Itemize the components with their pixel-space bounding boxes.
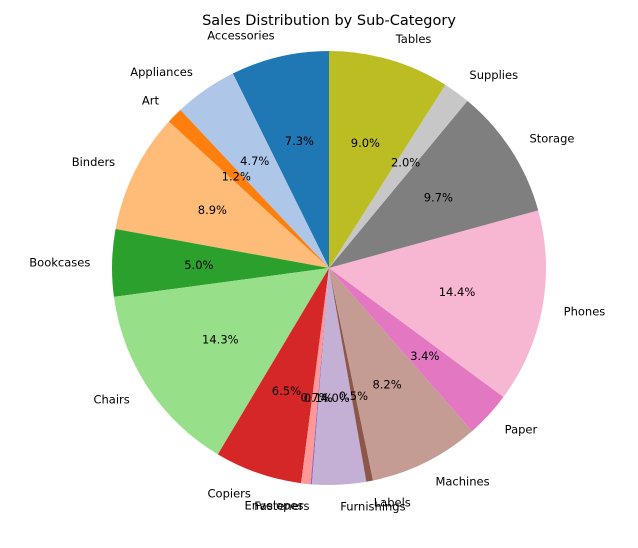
pct-label-bookcases: 5.0%	[184, 258, 213, 272]
slice-supplies	[329, 84, 468, 269]
pct-label-machines: 8.2%	[372, 378, 401, 392]
slice-storage	[329, 100, 539, 268]
pct-label-chairs: 14.3%	[202, 333, 239, 347]
slice-chairs	[113, 268, 330, 455]
pct-label-appliances: 4.7%	[240, 154, 269, 168]
pct-label-supplies: 2.0%	[391, 156, 420, 170]
pct-label-binders: 8.9%	[198, 203, 227, 217]
category-label-copiers: Copiers	[208, 487, 251, 501]
pct-label-storage: 9.7%	[424, 190, 453, 204]
pie-slices	[112, 51, 547, 485]
slice-appliances	[180, 73, 329, 269]
pct-label-copiers: 6.5%	[272, 384, 301, 398]
pct-label-tables: 9.0%	[351, 136, 380, 150]
slice-machines	[329, 268, 473, 481]
slice-binders	[115, 121, 330, 269]
slice-tables	[329, 51, 446, 268]
pct-labels: 7.3% 4.7% 1.2% 8.9% 5.0% 14.3% 6.5% 0.7%0.1%4.0…	[184, 134, 475, 405]
pct-label-phones: 14.4%	[439, 285, 476, 299]
slice-paper	[329, 268, 504, 432]
pct-label-labels: 0.5%	[339, 389, 368, 403]
category-label-binders: Binders	[72, 155, 115, 169]
slice-labels	[329, 268, 374, 482]
pct-label-art: 1.2%	[222, 170, 251, 184]
category-label-envelopes: Envelopes	[244, 498, 303, 512]
slice-furnishings	[311, 268, 367, 485]
category-label-bookcases: Bookcases	[29, 255, 90, 269]
slice-fasteners	[310, 268, 329, 485]
category-labels: Accessories Appliances Art Binders Bookcases…	[29, 29, 605, 514]
category-label-paper: Paper	[505, 423, 538, 437]
category-label-storage: Storage	[529, 131, 574, 145]
slice-bookcases	[112, 228, 329, 297]
pct-label-fasteners: 0.1%	[304, 391, 333, 405]
slice-art	[168, 109, 329, 268]
slice-phones	[329, 210, 547, 398]
category-label-furnishings: Furnishings	[340, 499, 405, 513]
category-label-accessories: Accessories	[207, 29, 274, 43]
pct-label-paper: 3.4%	[410, 349, 439, 363]
category-label-labels: Labels	[374, 495, 411, 509]
category-label-tables: Tables	[395, 32, 432, 46]
pct-label-furnishings: 4.0%	[321, 391, 350, 405]
pct-label-accessories: 7.3%	[285, 134, 314, 148]
category-label-appliances: Appliances	[130, 65, 193, 79]
pct-label-envelopes: 0.7%	[300, 390, 329, 404]
chart-title: Sales Distribution by Sub-Category	[202, 13, 456, 29]
category-label-phones: Phones	[564, 305, 606, 319]
category-label-machines: Machines	[435, 475, 489, 489]
category-label-supplies: Supplies	[469, 68, 518, 82]
slice-envelopes	[301, 268, 329, 485]
category-label-art: Art	[142, 93, 160, 107]
slice-copiers	[217, 268, 329, 484]
category-label-fasteners: Fasteners	[254, 499, 309, 513]
category-label-chairs: Chairs	[93, 392, 129, 406]
slice-accessories	[232, 51, 329, 268]
